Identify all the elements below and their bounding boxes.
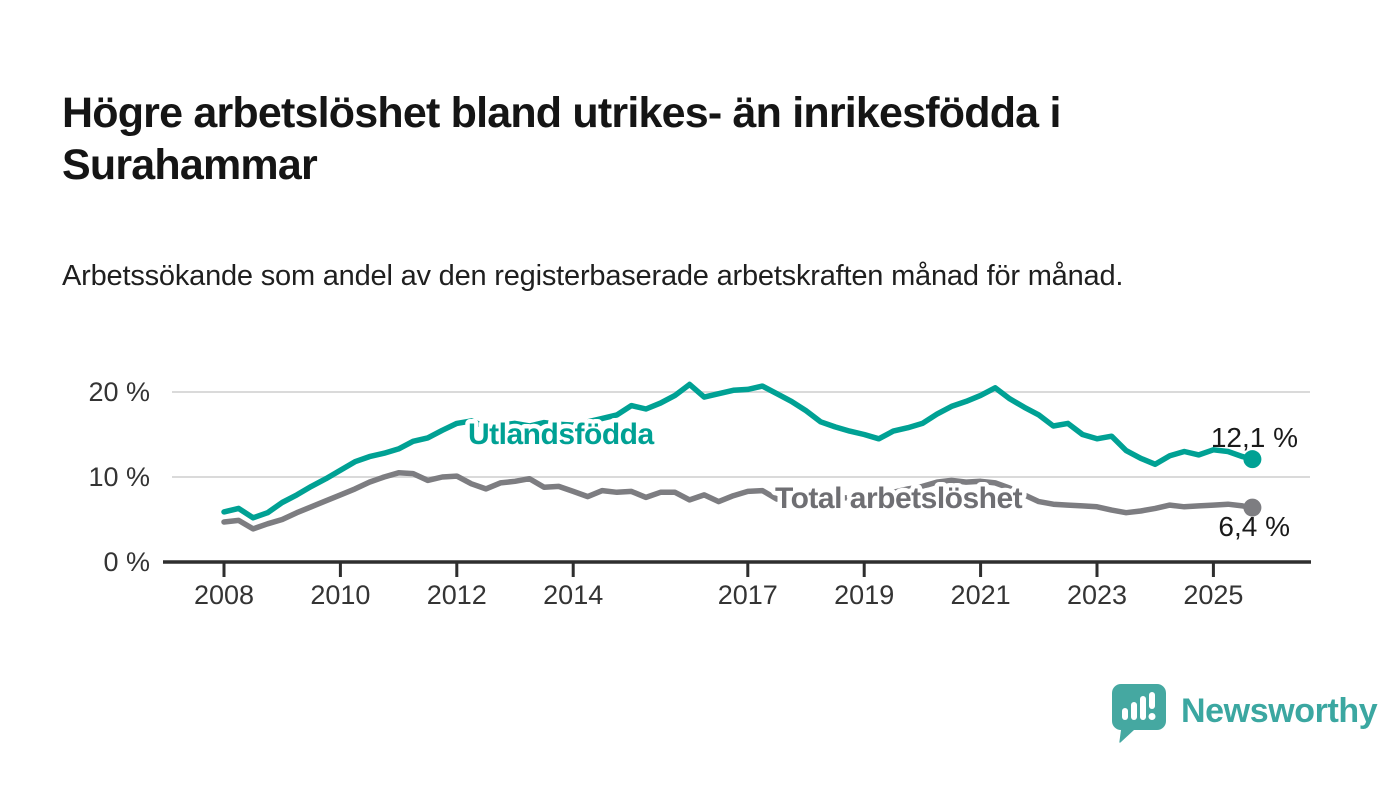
- y-tick-label-0: 0 %: [103, 547, 150, 577]
- brand-name: Newsworthy: [1181, 692, 1378, 730]
- end-dot-total: [1243, 498, 1262, 517]
- x-tick-label-2021: 2021: [951, 580, 1011, 610]
- newsworthy-logo[interactable]: Newsworthy: [1112, 684, 1378, 748]
- utlandsfodda-line: [221, 381, 1256, 521]
- x-tick-label-2012: 2012: [427, 580, 487, 610]
- page-title: Högre arbetslöshet bland utrikes- än inr…: [62, 88, 1061, 189]
- newsworthy-speech-bubble-chart-icon: [1112, 684, 1166, 743]
- end-dot-utlandsfodda: [1243, 450, 1262, 469]
- x-tick-label-2008: 2008: [194, 580, 254, 610]
- x-tick-label-2025: 2025: [1183, 580, 1243, 610]
- y-tick-label-20: 20 %: [88, 377, 150, 407]
- x-tick-label-2017: 2017: [718, 580, 778, 610]
- x-tick-label-2010: 2010: [310, 580, 370, 610]
- end-value-total: 6,4 %: [1218, 511, 1290, 542]
- series-label-total: Total arbetslöshet: [775, 482, 1023, 515]
- total-line: [221, 470, 1256, 532]
- series-label-utlandsfodda: Utlandsfödda: [468, 418, 654, 451]
- chart-subtitle: Arbetssökande som andel av den registerb…: [62, 260, 1124, 292]
- end-value-utlandsfodda: 12,1 %: [1211, 422, 1298, 453]
- x-tick-label-2023: 2023: [1067, 580, 1127, 610]
- y-tick-label-10: 10 %: [88, 462, 150, 492]
- x-tick-label-2014: 2014: [543, 580, 603, 610]
- x-tick-label-2019: 2019: [834, 580, 894, 610]
